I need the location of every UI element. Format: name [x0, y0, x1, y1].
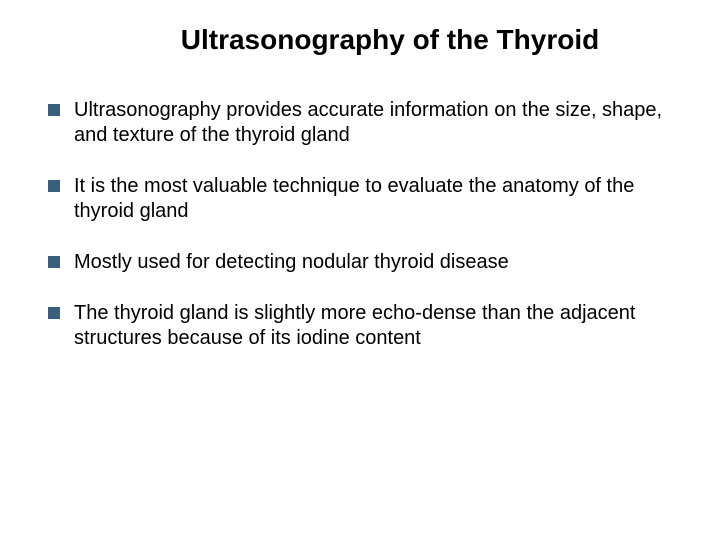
bullet-text: Mostly used for detecting nodular thyroi…: [74, 250, 509, 275]
bullet-text: Ultrasonography provides accurate inform…: [74, 98, 680, 148]
list-item: Ultrasonography provides accurate inform…: [48, 98, 680, 148]
square-bullet-icon: [48, 256, 60, 268]
list-item: It is the most valuable technique to eva…: [48, 174, 680, 224]
slide-container: Ultrasonography of the Thyroid Ultrasono…: [0, 0, 720, 540]
square-bullet-icon: [48, 180, 60, 192]
bullet-text: It is the most valuable technique to eva…: [74, 174, 680, 224]
square-bullet-icon: [48, 307, 60, 319]
bullet-list: Ultrasonography provides accurate inform…: [40, 98, 680, 351]
square-bullet-icon: [48, 104, 60, 116]
slide-title: Ultrasonography of the Thyroid: [40, 24, 680, 56]
bullet-text: The thyroid gland is slightly more echo-…: [74, 301, 680, 351]
list-item: The thyroid gland is slightly more echo-…: [48, 301, 680, 351]
list-item: Mostly used for detecting nodular thyroi…: [48, 250, 680, 275]
